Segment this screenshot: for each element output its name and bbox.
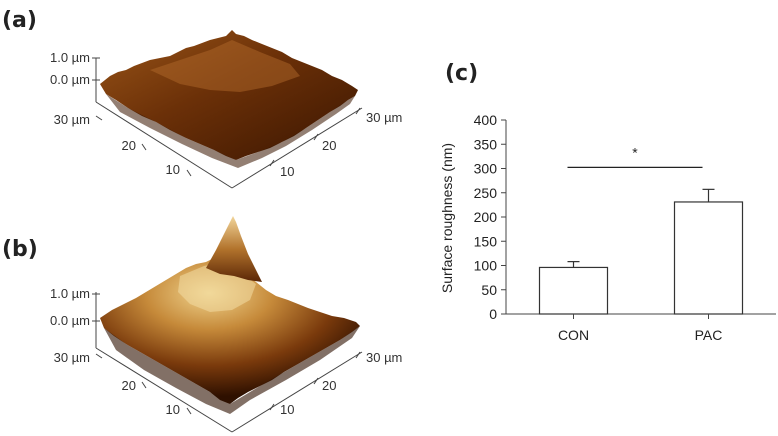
panel-a-left-tick [95,115,103,121]
panel-a-right-tick-label: 20 [322,138,336,153]
panel-b-z-tick-label: 0.0 µm [50,313,90,328]
y-tick-label: 300 [474,161,498,177]
panel-a-surface-shade [106,94,355,168]
bar-pac [673,201,744,315]
panel-a-left-tick [186,169,192,177]
panel-b-right-tick [269,403,275,411]
y-tick-label: 200 [474,209,498,225]
panel-b-label: (b) [2,237,38,262]
panel-c-label: (c) [445,61,478,86]
panel-b-left-tick [186,407,192,415]
panel-b-left-tick-label: 30 µm [54,350,90,365]
panel-b-left-tick [141,381,147,389]
panel-a-right-tick-label: 30 µm [366,110,402,125]
panel-a-right-tick [269,159,275,167]
panel-b-right-tick [355,351,361,359]
panel-b-z-tick-label: 1.0 µm [50,286,90,301]
x-tick-labels: CON PAC [558,314,722,343]
panel-a-left-tick-label: 10 [166,162,180,177]
panel-a-right-tick-label: 10 [280,164,294,179]
panel-a-label: (a) [2,8,37,33]
bar-con [538,266,609,315]
y-tick-label: 50 [481,282,497,298]
panel-b: (b) 1.0 µm 0.0 µm 30 µm 20 10 30 µm 20 1… [2,216,402,433]
panel-b-right-tick [313,377,319,385]
panel-a-z-tick-label: 0.0 µm [50,72,90,87]
y-tick-label: 250 [474,185,498,201]
x-tick-label: PAC [695,327,723,343]
panel-b-left-tick-label: 20 [122,378,136,393]
panel-b-surface-shade [104,326,360,414]
panel-a-left-tick-label: 20 [122,138,136,153]
y-tick-label: 100 [474,258,498,274]
panel-a-left-axis [95,101,233,189]
panel-b-right-tick-label: 10 [280,402,294,417]
panel-a: (a) 1.0 µm 0.0 µm 30 µm 20 10 30 µm 20 1… [2,8,402,189]
panel-b-right-axis [231,351,363,433]
y-ticks: 0 50 100 150 200 250 300 350 400 [474,112,506,322]
panel-b-surface [100,256,360,404]
x-tick-label: CON [558,327,589,343]
panel-a-right-axis [231,107,363,189]
panel-a-z-tick-label: 1.0 µm [50,50,90,65]
panel-a-left-tick-label: 30 µm [54,112,90,127]
significance-annotation: * [567,144,703,168]
panel-a-right-tick [313,133,319,141]
y-tick-label: 400 [474,112,498,128]
significance-star: * [632,144,638,160]
panel-a-surface-highlight [150,40,300,92]
panel-b-right-tick-label: 20 [322,378,336,393]
panel-a-right-tick [355,107,361,115]
bars [538,188,744,315]
y-tick-label: 350 [474,136,498,152]
panel-a-surface [100,30,358,160]
panel-b-left-tick-label: 10 [166,402,180,417]
y-tick-label: 150 [474,233,498,249]
panel-b-left-tick [95,353,103,359]
y-axis-title: Surface roughness (nm) [439,143,455,293]
panel-b-right-tick-label: 30 µm [366,350,402,365]
panel-b-left-axis [95,347,233,433]
panel-a-left-tick [141,143,147,151]
y-tick-label: 0 [489,306,497,322]
panel-c: (c) Surface roughness (nm) 0 50 100 150 200 2… [439,61,776,343]
panel-b-peak [206,216,262,282]
